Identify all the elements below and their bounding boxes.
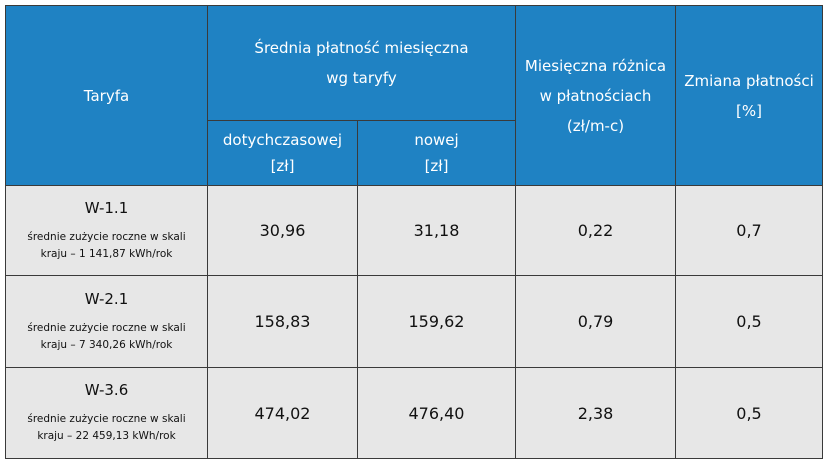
tariff-cell: W-3.6 średnie zużycie roczne w skali kraju… [5,367,208,459]
header-text: [%] [736,101,762,120]
table-row: W-3.6 średnie zużycie roczne w skali kraju… [5,367,823,459]
tariff-name: W-1.1 [84,198,129,217]
header-cell: Średnia płatność miesięczna wg taryfy [207,5,516,121]
value-cell: 158,83 [207,275,358,368]
value-cell: 474,02 [207,367,358,459]
header-cell: dotychczasowej [zł] [207,120,358,186]
tariff-note: średnie zużycie roczne w skali [27,321,186,334]
cell-value: 0,5 [736,403,762,423]
header-text: dotychczasowej [222,131,343,149]
value-cell: 0,5 [675,275,823,368]
header-text: [zł] [270,157,295,175]
header-cell: Zmiana płatności [%] [675,5,823,186]
tariff-table: Taryfa Średnia płatność miesięczna wg ta… [5,5,823,459]
header-text: [zł] [424,157,449,175]
cell-value: 476,40 [408,403,465,423]
value-cell: 30,96 [207,185,358,276]
header-text: Zmiana płatności [684,71,814,90]
cell-value: 159,62 [408,312,465,331]
tariff-name: W-3.6 [84,381,129,399]
cell-value: 0,79 [577,312,614,331]
cell-value: 31,18 [413,221,460,240]
tariff-note: kraju – 22 459,13 kWh/rok [37,430,176,442]
header-text: w płatnościach [539,86,652,105]
value-cell: 159,62 [357,275,516,368]
header-text: wg taryfy [326,69,397,87]
tariff-note: średnie zużycie roczne w skali [27,413,186,425]
tariff-note: kraju – 1 141,87 kWh/rok [40,247,173,260]
tariff-note: kraju – 7 340,26 kWh/rok [40,338,173,351]
value-cell: 0,22 [515,185,676,276]
tariff-note: średnie zużycie roczne w skali [27,230,186,243]
value-cell: 31,18 [357,185,516,276]
header-cell: nowej [zł] [357,120,516,186]
cell-value: 0,7 [736,221,762,240]
header-text: nowej [414,131,459,149]
table-body: W-1.1 średnie zużycie roczne w skali kraju… [5,185,823,459]
header-cell: Taryfa [5,5,208,186]
table-row: W-2.1 średnie zużycie roczne w skali kraju… [5,275,823,368]
cell-value: 0,5 [736,312,762,331]
header-text: (zł/m-c) [566,116,625,135]
cell-value: 0,22 [577,221,614,240]
cell-value: 30,96 [259,221,306,240]
value-cell: 0,79 [515,275,676,368]
header-text: Średnia płatność miesięczna [254,39,469,57]
value-cell: 2,38 [515,367,676,459]
tariff-cell: W-2.1 średnie zużycie roczne w skali kraju… [5,275,208,368]
cell-value: 474,02 [254,403,311,423]
header-cell: Miesięczna różnica w płatnościach (zł/m-… [515,5,676,186]
cell-value: 158,83 [254,312,311,331]
tariff-cell: W-1.1 średnie zużycie roczne w skali kraju… [5,185,208,276]
table-row: W-1.1 średnie zużycie roczne w skali kraju… [5,185,823,276]
tariff-name: W-2.1 [84,289,129,308]
header-text: Miesięczna różnica [524,56,667,75]
table-header: Taryfa Średnia płatność miesięczna wg ta… [5,5,823,186]
cell-value: 2,38 [577,403,614,423]
header-text: Taryfa [83,86,130,105]
value-cell: 476,40 [357,367,516,459]
value-cell: 0,7 [675,185,823,276]
value-cell: 0,5 [675,367,823,459]
